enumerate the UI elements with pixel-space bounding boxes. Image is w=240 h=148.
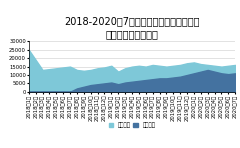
Legend: 王者荣耀, 和平精英: 王者荣耀, 和平精英 xyxy=(109,123,155,128)
Title: 2018-2020年7月王者荣耀与和平精英活跃
用户数对比（万人）: 2018-2020年7月王者荣耀与和平精英活跃 用户数对比（万人） xyxy=(64,16,200,39)
